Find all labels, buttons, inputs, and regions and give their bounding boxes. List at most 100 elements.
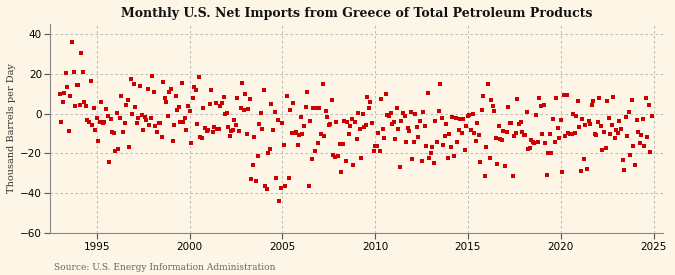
Point <box>351 137 362 141</box>
Point <box>139 115 150 119</box>
Point <box>509 133 520 138</box>
Point <box>416 159 427 163</box>
Point <box>238 108 249 112</box>
Point <box>527 140 538 144</box>
Point <box>571 113 582 118</box>
Point <box>311 105 322 110</box>
Point <box>325 122 335 126</box>
Point <box>189 85 200 89</box>
Point <box>601 99 612 104</box>
Point <box>302 90 313 95</box>
Point <box>195 135 206 139</box>
Point <box>133 116 144 120</box>
Point <box>303 183 314 188</box>
Point <box>551 96 562 100</box>
Point <box>99 120 110 124</box>
Point <box>212 127 223 131</box>
Point <box>472 120 483 125</box>
Point <box>90 128 101 132</box>
Point <box>274 199 285 204</box>
Point <box>537 132 547 137</box>
Point <box>402 126 413 130</box>
Point <box>582 167 593 171</box>
Point <box>619 168 630 172</box>
Point <box>316 132 327 136</box>
Point <box>124 144 134 149</box>
Point <box>557 169 568 174</box>
Point <box>261 187 272 192</box>
Point <box>489 109 500 113</box>
Point <box>339 118 350 123</box>
Point <box>74 103 85 107</box>
Point <box>148 90 159 95</box>
Point <box>518 133 529 137</box>
Point <box>327 97 338 102</box>
Point <box>167 139 178 143</box>
Point <box>200 125 211 130</box>
Point <box>478 94 489 99</box>
Point <box>290 130 300 135</box>
Point <box>333 153 344 158</box>
Point <box>538 103 549 108</box>
Point <box>370 144 381 148</box>
Point <box>104 159 115 164</box>
Point <box>425 151 436 155</box>
Point <box>367 120 377 125</box>
Point <box>128 82 139 87</box>
Point <box>541 173 552 178</box>
Point <box>535 103 546 108</box>
Point <box>70 104 80 108</box>
Point <box>242 132 252 136</box>
Point <box>421 144 431 149</box>
Point <box>243 106 254 111</box>
Point <box>304 119 315 123</box>
Point <box>224 134 235 138</box>
Point <box>288 101 298 105</box>
Point <box>588 98 599 103</box>
Point <box>345 124 356 128</box>
Point <box>385 111 396 115</box>
Point <box>175 119 186 124</box>
Point <box>357 111 368 116</box>
Point <box>226 128 237 133</box>
Point <box>296 114 306 119</box>
Point <box>198 106 209 111</box>
Point <box>382 113 393 117</box>
Point <box>72 83 82 87</box>
Point <box>342 119 352 124</box>
Point <box>227 127 238 132</box>
Point <box>591 133 601 137</box>
Point <box>157 135 167 139</box>
Point <box>346 117 357 121</box>
Point <box>150 123 161 128</box>
Point <box>628 144 639 148</box>
Point <box>218 95 229 99</box>
Point <box>562 93 572 97</box>
Point <box>338 142 348 146</box>
Point <box>645 149 656 154</box>
Y-axis label: Thousand Barrels per Day: Thousand Barrels per Day <box>7 64 16 194</box>
Point <box>506 121 516 125</box>
Point <box>234 129 244 133</box>
Point <box>578 157 589 162</box>
Point <box>622 133 632 138</box>
Point <box>605 132 616 136</box>
Point <box>563 131 574 136</box>
Point <box>268 128 279 132</box>
Point <box>625 152 636 157</box>
Point <box>532 140 543 144</box>
Point <box>60 71 71 75</box>
Point <box>531 112 541 117</box>
Point <box>481 145 492 150</box>
Point <box>353 110 364 115</box>
Point <box>441 122 452 126</box>
Point <box>603 116 614 120</box>
Point <box>431 140 442 144</box>
Point <box>461 124 472 129</box>
Point <box>412 125 423 130</box>
Point <box>314 106 325 111</box>
Point <box>165 87 176 92</box>
Point <box>178 120 189 124</box>
Point <box>490 136 501 141</box>
Point <box>569 131 580 135</box>
